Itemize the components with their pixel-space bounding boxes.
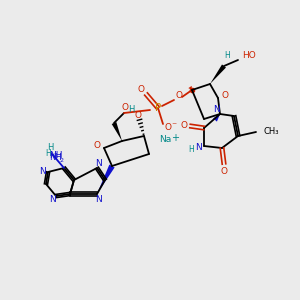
- Polygon shape: [112, 122, 122, 141]
- Text: O: O: [122, 103, 128, 112]
- Text: Na: Na: [159, 136, 171, 145]
- Text: NH: NH: [49, 152, 63, 160]
- Text: O: O: [137, 85, 145, 94]
- Text: N: N: [213, 106, 219, 115]
- Text: NH: NH: [49, 154, 62, 163]
- Text: H: H: [188, 146, 194, 154]
- Text: N: N: [195, 142, 201, 152]
- Polygon shape: [210, 64, 226, 84]
- Text: HO: HO: [242, 52, 256, 61]
- Text: ⁻: ⁻: [171, 121, 177, 131]
- Text: O: O: [181, 122, 188, 130]
- Text: O: O: [94, 140, 100, 149]
- Text: H: H: [45, 148, 51, 158]
- Text: N: N: [49, 194, 56, 203]
- Text: N: N: [96, 194, 102, 203]
- Text: O: O: [176, 91, 182, 100]
- Text: H: H: [128, 106, 134, 115]
- Text: N: N: [96, 158, 102, 167]
- Text: N: N: [40, 167, 46, 176]
- Text: H: H: [47, 143, 53, 152]
- Text: O: O: [220, 167, 227, 176]
- Text: O: O: [221, 92, 229, 100]
- Text: H: H: [224, 52, 230, 61]
- Polygon shape: [213, 114, 220, 122]
- Text: P: P: [155, 103, 161, 113]
- Text: O: O: [164, 124, 172, 133]
- Polygon shape: [188, 86, 192, 90]
- Text: +: +: [171, 133, 179, 143]
- Polygon shape: [97, 165, 115, 194]
- Text: CH₃: CH₃: [264, 128, 280, 136]
- Text: O: O: [134, 112, 142, 121]
- Text: 2: 2: [59, 158, 63, 164]
